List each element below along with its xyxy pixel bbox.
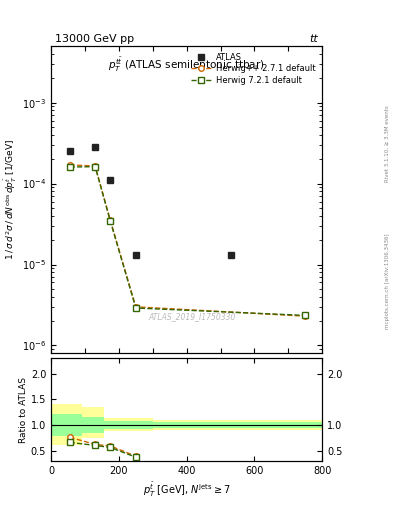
Y-axis label: $1\,/\,\sigma\,d^2\sigma\,/\,dN^{\rm obs}\,dp^{\bar{t}}_{T}$ [1/GeV]: $1\,/\,\sigma\,d^2\sigma\,/\,dN^{\rm obs… [3, 139, 19, 260]
Text: Rivet 3.1.10, ≥ 3.3M events: Rivet 3.1.10, ≥ 3.3M events [385, 105, 389, 182]
Text: tt: tt [310, 33, 318, 44]
X-axis label: $p^{\bar{t}}_{T}$ [GeV], $N^{\rm jets}\geq 7$: $p^{\bar{t}}_{T}$ [GeV], $N^{\rm jets}\g… [143, 481, 231, 499]
Text: mcplots.cern.ch [arXiv:1306.3436]: mcplots.cern.ch [arXiv:1306.3436] [385, 234, 389, 329]
Text: ATLAS_2019_I1750330: ATLAS_2019_I1750330 [149, 312, 236, 321]
Y-axis label: Ratio to ATLAS: Ratio to ATLAS [19, 377, 28, 442]
Legend: ATLAS, Herwig++ 2.7.1 default, Herwig 7.2.1 default: ATLAS, Herwig++ 2.7.1 default, Herwig 7.… [189, 50, 318, 87]
Text: 13000 GeV pp: 13000 GeV pp [55, 33, 134, 44]
Text: $p_T^{t\bar{t}}$ (ATLAS semileptonic ttbar): $p_T^{t\bar{t}}$ (ATLAS semileptonic ttb… [108, 55, 265, 74]
